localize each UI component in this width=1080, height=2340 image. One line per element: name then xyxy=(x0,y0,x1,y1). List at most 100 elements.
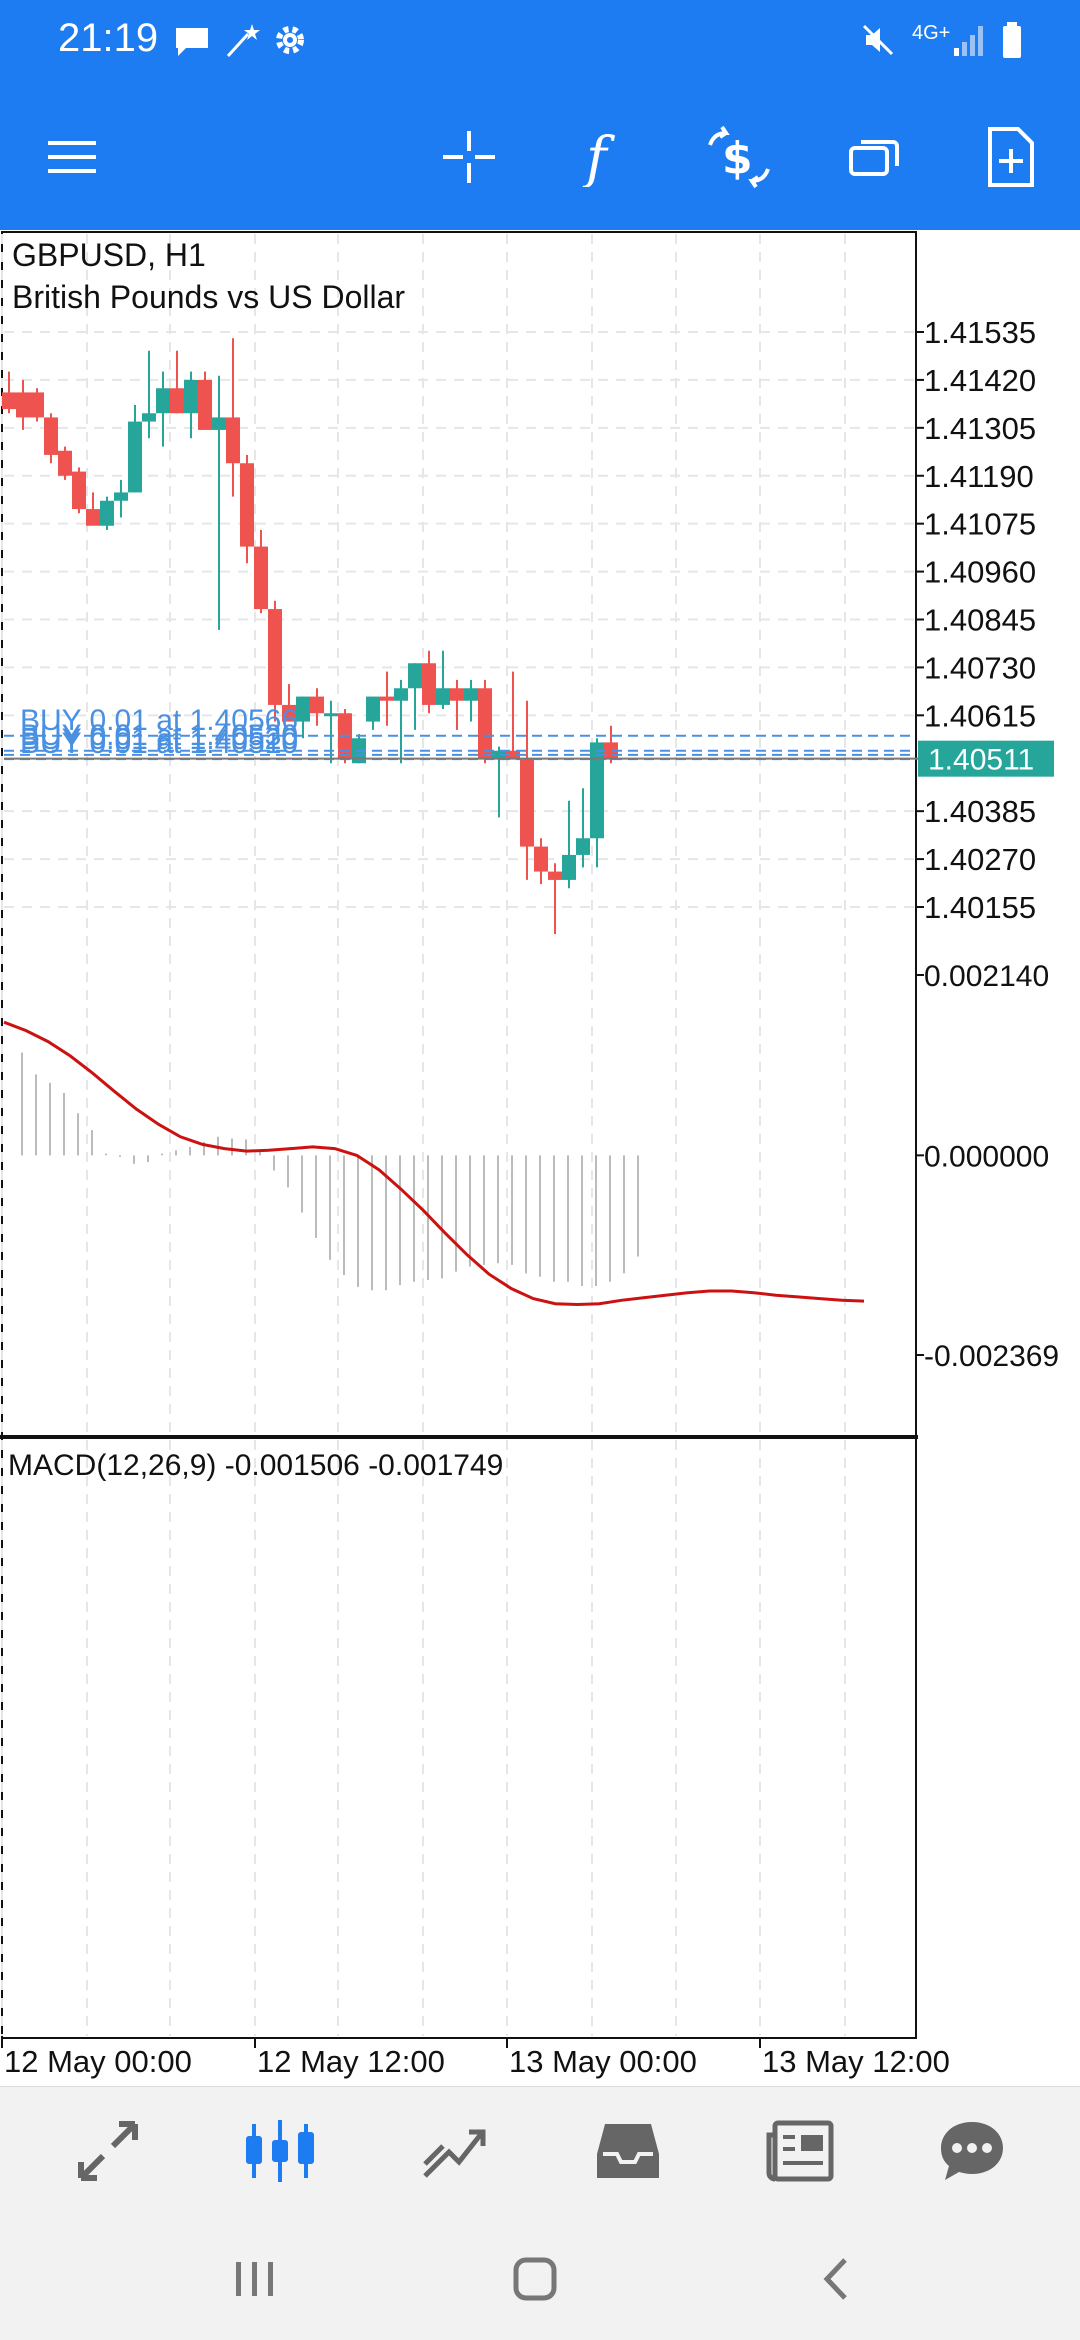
candle-body xyxy=(142,413,156,422)
price-tick-label: 1.40385 xyxy=(924,794,1036,829)
candle-body xyxy=(296,696,310,722)
back-icon xyxy=(823,2258,847,2300)
price-tick-label: 1.40155 xyxy=(924,890,1036,925)
order-label[interactable]: BUY 0.01 at 1.40520 xyxy=(20,723,298,756)
price-tick-label: 1.41075 xyxy=(924,507,1036,542)
indicator-f-icon: f xyxy=(582,127,616,187)
home-icon xyxy=(513,2257,557,2301)
windows-button[interactable] xyxy=(830,112,920,202)
candle-body xyxy=(590,742,604,839)
nav-quotes[interactable] xyxy=(58,2109,158,2193)
macd-panel-frame xyxy=(1,1437,917,2039)
bottom-nav xyxy=(0,2086,1080,2214)
candle-body xyxy=(128,421,142,493)
price-tick-label: 1.41535 xyxy=(924,315,1036,350)
candle-body xyxy=(422,663,436,705)
macd-series xyxy=(3,1020,865,1307)
signal-icon xyxy=(954,26,983,56)
candle-body xyxy=(562,854,576,880)
macd-axis: 0.002140 0.000000 -0.002369 xyxy=(916,960,1059,1373)
price-panel-frame xyxy=(1,231,917,1438)
nav-chat[interactable] xyxy=(922,2109,1022,2193)
candle-body xyxy=(450,688,464,701)
candle-body xyxy=(254,546,268,610)
candle-body xyxy=(478,688,492,760)
candle-body xyxy=(58,450,72,476)
candle-body xyxy=(464,688,478,701)
recent-apps-icon xyxy=(236,2262,273,2296)
nav-news[interactable] xyxy=(750,2109,850,2193)
battery-icon xyxy=(1003,22,1021,58)
nav-trade[interactable] xyxy=(404,2109,504,2193)
indicators-button[interactable]: f xyxy=(558,112,648,202)
trade-button[interactable]: $ xyxy=(694,112,784,202)
svg-text:f: f xyxy=(582,127,616,187)
candle-body xyxy=(170,388,184,414)
current-price-tag xyxy=(918,740,1054,777)
time-tick-label: 12 May 00:00 xyxy=(4,2044,192,2079)
macd-tick-label: 0.000000 xyxy=(924,1140,1049,1173)
candle-body xyxy=(436,688,450,705)
order-label[interactable]: BUY 0.01 at 1.40510 xyxy=(20,727,298,760)
macd-label: MACD(12,26,9) -0.001506 -0.001749 xyxy=(8,1449,503,1482)
menu-button[interactable] xyxy=(28,112,118,202)
nav-chart[interactable] xyxy=(230,2109,330,2193)
price-tick-label: 1.40270 xyxy=(924,842,1036,877)
candle-body xyxy=(366,696,380,722)
candle-body xyxy=(226,417,240,464)
candle-body xyxy=(282,704,296,722)
home-button[interactable] xyxy=(490,2244,580,2314)
time-axis: 12 May 00:00 12 May 12:00 13 May 00:00 13 M… xyxy=(1,2038,950,2079)
candle-body xyxy=(156,388,170,414)
price-tick-label: 1.40615 xyxy=(924,698,1036,733)
order-label[interactable]: BUY 0.01 at 1.40566 xyxy=(20,704,298,737)
order-label[interactable]: BUY 0.01 at 1.40530 xyxy=(20,719,298,752)
candle-body xyxy=(310,696,324,714)
macd-tick-label: -0.002369 xyxy=(924,1340,1059,1373)
recent-apps-button[interactable] xyxy=(210,2244,300,2314)
price-tick-label: 1.40960 xyxy=(924,555,1036,590)
candle-body xyxy=(72,471,86,510)
candle-body xyxy=(212,417,226,430)
candle-body xyxy=(576,838,590,855)
candle-body xyxy=(506,750,520,760)
symbol-description: British Pounds vs US Dollar xyxy=(12,279,405,315)
chart-candles-icon xyxy=(246,2120,314,2182)
menu-icon xyxy=(48,141,96,173)
back-button[interactable] xyxy=(790,2244,880,2314)
trade-trend-icon xyxy=(423,2129,486,2178)
candle-body xyxy=(198,379,212,430)
mute-icon xyxy=(862,24,894,56)
chat-icon xyxy=(941,2122,1003,2180)
new-order-icon xyxy=(988,127,1034,187)
new-order-button[interactable] xyxy=(966,112,1056,202)
price-tick-label: 1.41305 xyxy=(924,411,1036,446)
nav-history[interactable] xyxy=(578,2109,678,2193)
price-tick-label: 1.40845 xyxy=(924,603,1036,638)
windows-icon xyxy=(849,140,899,176)
quotes-icon xyxy=(78,2121,138,2181)
time-tick-label: 13 May 12:00 xyxy=(762,2044,950,2079)
svg-text:$: $ xyxy=(722,133,753,184)
candle-body xyxy=(44,417,58,455)
grid xyxy=(1,234,914,2036)
candle-body xyxy=(324,713,338,717)
inbox-icon xyxy=(597,2124,659,2178)
candle-body xyxy=(548,871,562,880)
crosshair-button[interactable] xyxy=(424,112,514,202)
status-bar: 21:19 4G+ xyxy=(0,0,1080,82)
candle-body xyxy=(100,500,114,526)
candle-body xyxy=(2,392,16,410)
status-time: 21:19 xyxy=(58,16,159,60)
network-type: 4G+ xyxy=(912,22,951,44)
candle-body xyxy=(16,392,30,418)
news-icon xyxy=(766,2120,834,2182)
crosshair-icon xyxy=(443,131,495,183)
candle-body xyxy=(492,750,506,760)
candle-body xyxy=(30,392,44,418)
candle-body xyxy=(240,463,254,547)
candle-body xyxy=(380,696,394,701)
toolbar: f $ xyxy=(0,82,1080,230)
